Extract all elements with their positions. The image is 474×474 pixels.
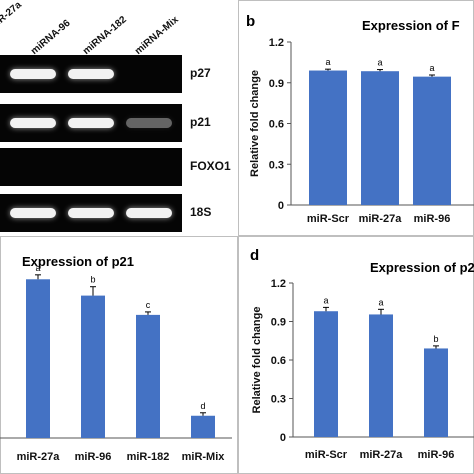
bar [191, 415, 215, 438]
chart-panel-d: d Expression of p2 0 0.3 0.6 0.9 1.2 Relative f… [238, 236, 474, 474]
significance-label: a [429, 63, 434, 73]
bar [309, 70, 347, 206]
x-tick-label: miR-Scr [307, 213, 350, 225]
y-tick-label: 0.3 [271, 394, 286, 406]
x-tick-label: miR-27a [17, 451, 61, 463]
lane-label-2: miRNA-96 [28, 17, 73, 57]
y-tick-label: 0.9 [271, 317, 286, 329]
gel-band [10, 208, 56, 218]
significance-label: a [378, 297, 383, 307]
x-tick-label: miR-96 [414, 213, 451, 225]
gene-label-p21: p21 [190, 115, 211, 129]
y-tick-label: 0 [278, 200, 284, 212]
x-tick-label: miR-96 [75, 451, 112, 463]
gel-panel: miR-27a miRNA-96 miRNA-182 miRNA-Mix p27… [0, 0, 240, 238]
y-tick-label: 0.3 [269, 159, 284, 171]
chart-title: Expression of F [362, 18, 460, 33]
y-tick-label: 1.2 [271, 278, 286, 290]
y-tick-label: 0.6 [269, 119, 284, 131]
bar [26, 279, 50, 438]
chart-panel-p21: Expression of p21 miR-27a a miR-96 b miR-182 c… [0, 236, 238, 474]
gene-label-18s: 18S [190, 205, 212, 219]
panel-letter: b [246, 13, 255, 30]
significance-label: a [35, 263, 40, 273]
y-tick-label: 0 [280, 432, 286, 444]
y-axis-label: Relative fold change [249, 70, 261, 177]
significance-label: b [90, 275, 95, 285]
y-axis-label: Relative fold change [251, 307, 263, 414]
bar [361, 71, 399, 206]
bar [81, 295, 105, 438]
x-tick-label: miR-182 [127, 451, 170, 463]
bar [369, 314, 393, 437]
lane-label-4: miRNA-Mix [132, 14, 181, 57]
gel-band [10, 69, 56, 79]
gel-band [68, 118, 114, 128]
lane-label-1: miR-27a [0, 0, 24, 33]
gene-label-foxo1: FOXO1 [190, 159, 231, 173]
gel-band [68, 208, 114, 218]
lane-label-3: miRNA-182 [80, 14, 129, 58]
gene-label-p27: p27 [190, 66, 211, 80]
significance-label: d [200, 401, 205, 411]
bar [136, 314, 160, 438]
significance-label: c [146, 300, 151, 310]
gel-band [10, 118, 56, 128]
gel-strip-foxo1 [0, 148, 182, 186]
x-tick-label: miR-Mix [182, 451, 226, 463]
bar [314, 311, 338, 437]
panel-letter: d [250, 247, 259, 264]
x-tick-label: miR-Scr [305, 449, 348, 461]
x-tick-label: miR-27a [359, 213, 403, 225]
y-tick-label: 1.2 [269, 37, 284, 49]
bar [413, 76, 451, 205]
significance-label: a [325, 57, 330, 67]
y-tick-label: 0.6 [271, 355, 286, 367]
significance-label: a [377, 58, 382, 68]
significance-label: a [323, 295, 328, 305]
gel-band [68, 69, 114, 79]
x-tick-label: miR-96 [418, 449, 455, 461]
gel-band [126, 208, 172, 218]
bar [424, 348, 448, 437]
x-tick-label: miR-27a [360, 449, 404, 461]
chart-title: Expression of p2 [370, 260, 474, 275]
significance-label: b [433, 334, 438, 344]
chart-title: Expression of p21 [22, 254, 134, 269]
gel-band [126, 118, 172, 128]
chart-panel-b: b Expression of F 0 0.3 0.6 0.9 1.2 Relative fo… [238, 0, 474, 236]
y-tick-label: 0.9 [269, 78, 284, 90]
